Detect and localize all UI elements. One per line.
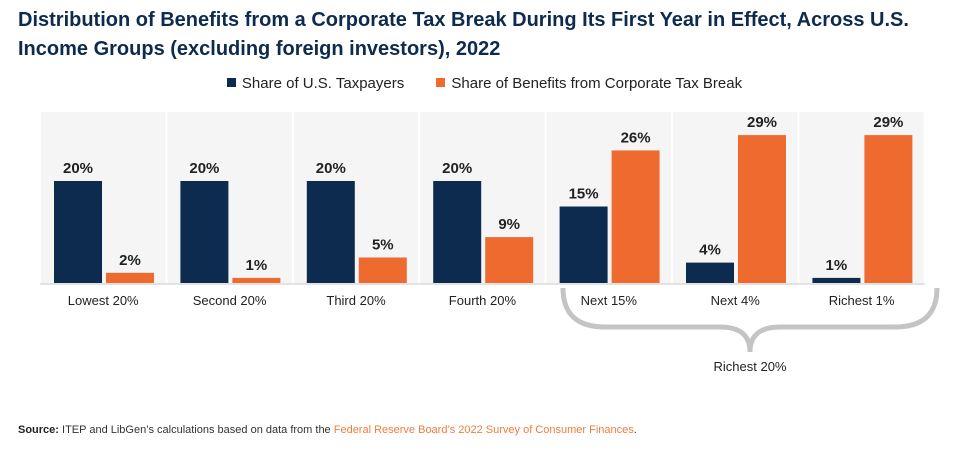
bar-benefits <box>106 272 154 283</box>
category-label: Next 4% <box>711 293 761 308</box>
legend: Share of U.S. Taxpayers Share of Benefit… <box>0 75 969 92</box>
data-label: 5% <box>372 237 394 254</box>
data-label: 20% <box>316 160 346 177</box>
bar-taxpayers <box>559 206 608 283</box>
bar-benefits <box>738 135 786 283</box>
bar-taxpayers <box>306 181 355 283</box>
bar-benefits <box>485 237 534 283</box>
bar-benefits <box>232 277 281 283</box>
data-label: 9% <box>498 216 520 233</box>
bar-taxpayers <box>54 181 102 283</box>
bar-taxpayers <box>433 181 482 283</box>
source-end: . <box>633 424 637 436</box>
category-label: Fourth 20% <box>449 293 517 308</box>
chart-title: Distribution of Benefits from a Corporat… <box>18 9 909 60</box>
source-text: ITEP and LibGen’s calculations based on … <box>58 424 334 436</box>
data-label: 2% <box>119 252 141 269</box>
bar-taxpayers <box>812 277 861 283</box>
category-label: Next 15% <box>581 293 638 308</box>
source-label: Source: <box>18 424 59 436</box>
category-label: Lowest 20% <box>68 293 139 308</box>
legend-item-taxpayers: Share of U.S. Taxpayers <box>226 75 405 92</box>
legend-item-benefits: Share of Benefits from Corporate Tax Bre… <box>436 75 742 92</box>
bar-taxpayers <box>686 262 734 283</box>
source-link[interactable]: Federal Reserve Board’s 2022 Survey of C… <box>333 424 634 436</box>
legend-swatch <box>436 78 446 87</box>
data-label: 26% <box>621 129 651 146</box>
data-label: 15% <box>569 186 599 203</box>
legend-label: Share of U.S. Taxpayers <box>241 75 405 92</box>
data-label: 29% <box>873 114 903 131</box>
data-label: 1% <box>826 257 848 274</box>
data-label: 29% <box>747 114 777 131</box>
bar-benefits <box>864 135 913 283</box>
bar-taxpayers <box>180 181 229 283</box>
legend-label: Share of Benefits from Corporate Tax Bre… <box>451 75 743 92</box>
data-label: 20% <box>63 160 93 177</box>
category-label: Second 20% <box>193 293 267 308</box>
category-label: Richest 1% <box>829 293 895 308</box>
bar-benefits <box>358 257 407 283</box>
data-label: 20% <box>442 160 472 177</box>
source-note: Source: ITEP and LibGen’s calculations b… <box>18 424 637 436</box>
data-label: 4% <box>699 242 721 259</box>
legend-swatch <box>226 78 236 87</box>
data-label: 20% <box>189 160 219 177</box>
data-label: 1% <box>246 257 268 274</box>
bar-benefits <box>611 150 660 283</box>
category-label: Third 20% <box>326 293 386 308</box>
bracket-label: Richest 20% <box>714 359 787 374</box>
bracket-brace <box>560 287 940 353</box>
